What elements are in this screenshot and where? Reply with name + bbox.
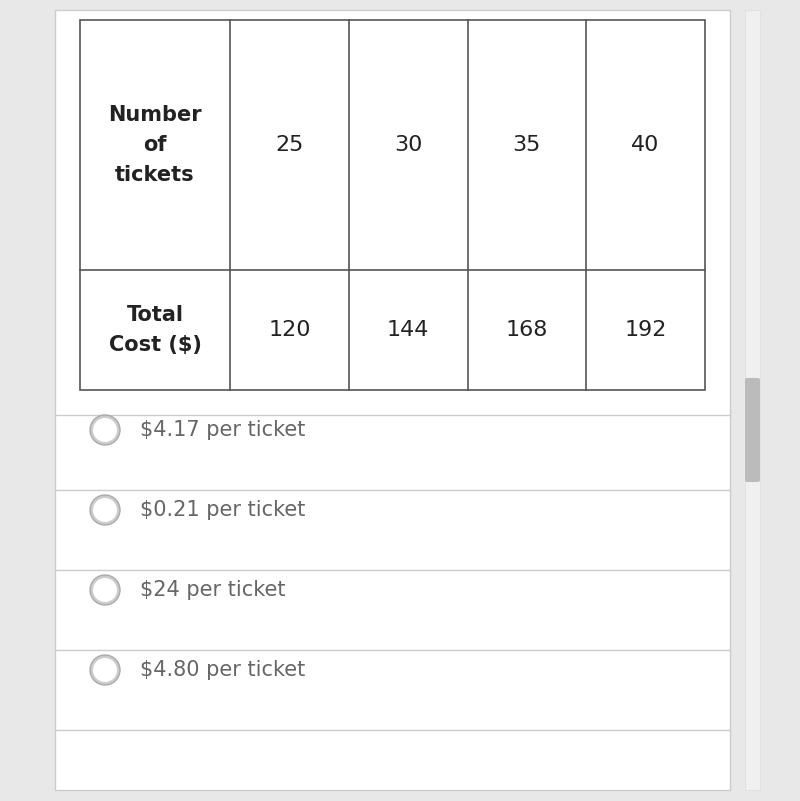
Circle shape [93, 418, 117, 442]
Text: 25: 25 [275, 135, 303, 155]
Text: 144: 144 [387, 320, 430, 340]
Text: 120: 120 [268, 320, 310, 340]
Circle shape [93, 658, 117, 682]
FancyBboxPatch shape [55, 10, 730, 790]
Text: 168: 168 [506, 320, 548, 340]
Text: Number
of
tickets: Number of tickets [108, 106, 202, 184]
Text: $4.17 per ticket: $4.17 per ticket [140, 420, 306, 440]
Text: 40: 40 [631, 135, 660, 155]
Circle shape [90, 495, 120, 525]
FancyBboxPatch shape [745, 10, 760, 790]
Circle shape [93, 498, 117, 522]
Circle shape [90, 655, 120, 685]
Circle shape [90, 415, 120, 445]
Text: 192: 192 [625, 320, 667, 340]
FancyBboxPatch shape [745, 378, 760, 482]
Circle shape [90, 575, 120, 605]
Text: 35: 35 [513, 135, 541, 155]
Text: $4.80 per ticket: $4.80 per ticket [140, 660, 306, 680]
Text: $0.21 per ticket: $0.21 per ticket [140, 500, 306, 520]
Text: $24 per ticket: $24 per ticket [140, 580, 286, 600]
Text: Total
Cost ($): Total Cost ($) [109, 305, 202, 355]
Circle shape [93, 578, 117, 602]
Text: 30: 30 [394, 135, 422, 155]
